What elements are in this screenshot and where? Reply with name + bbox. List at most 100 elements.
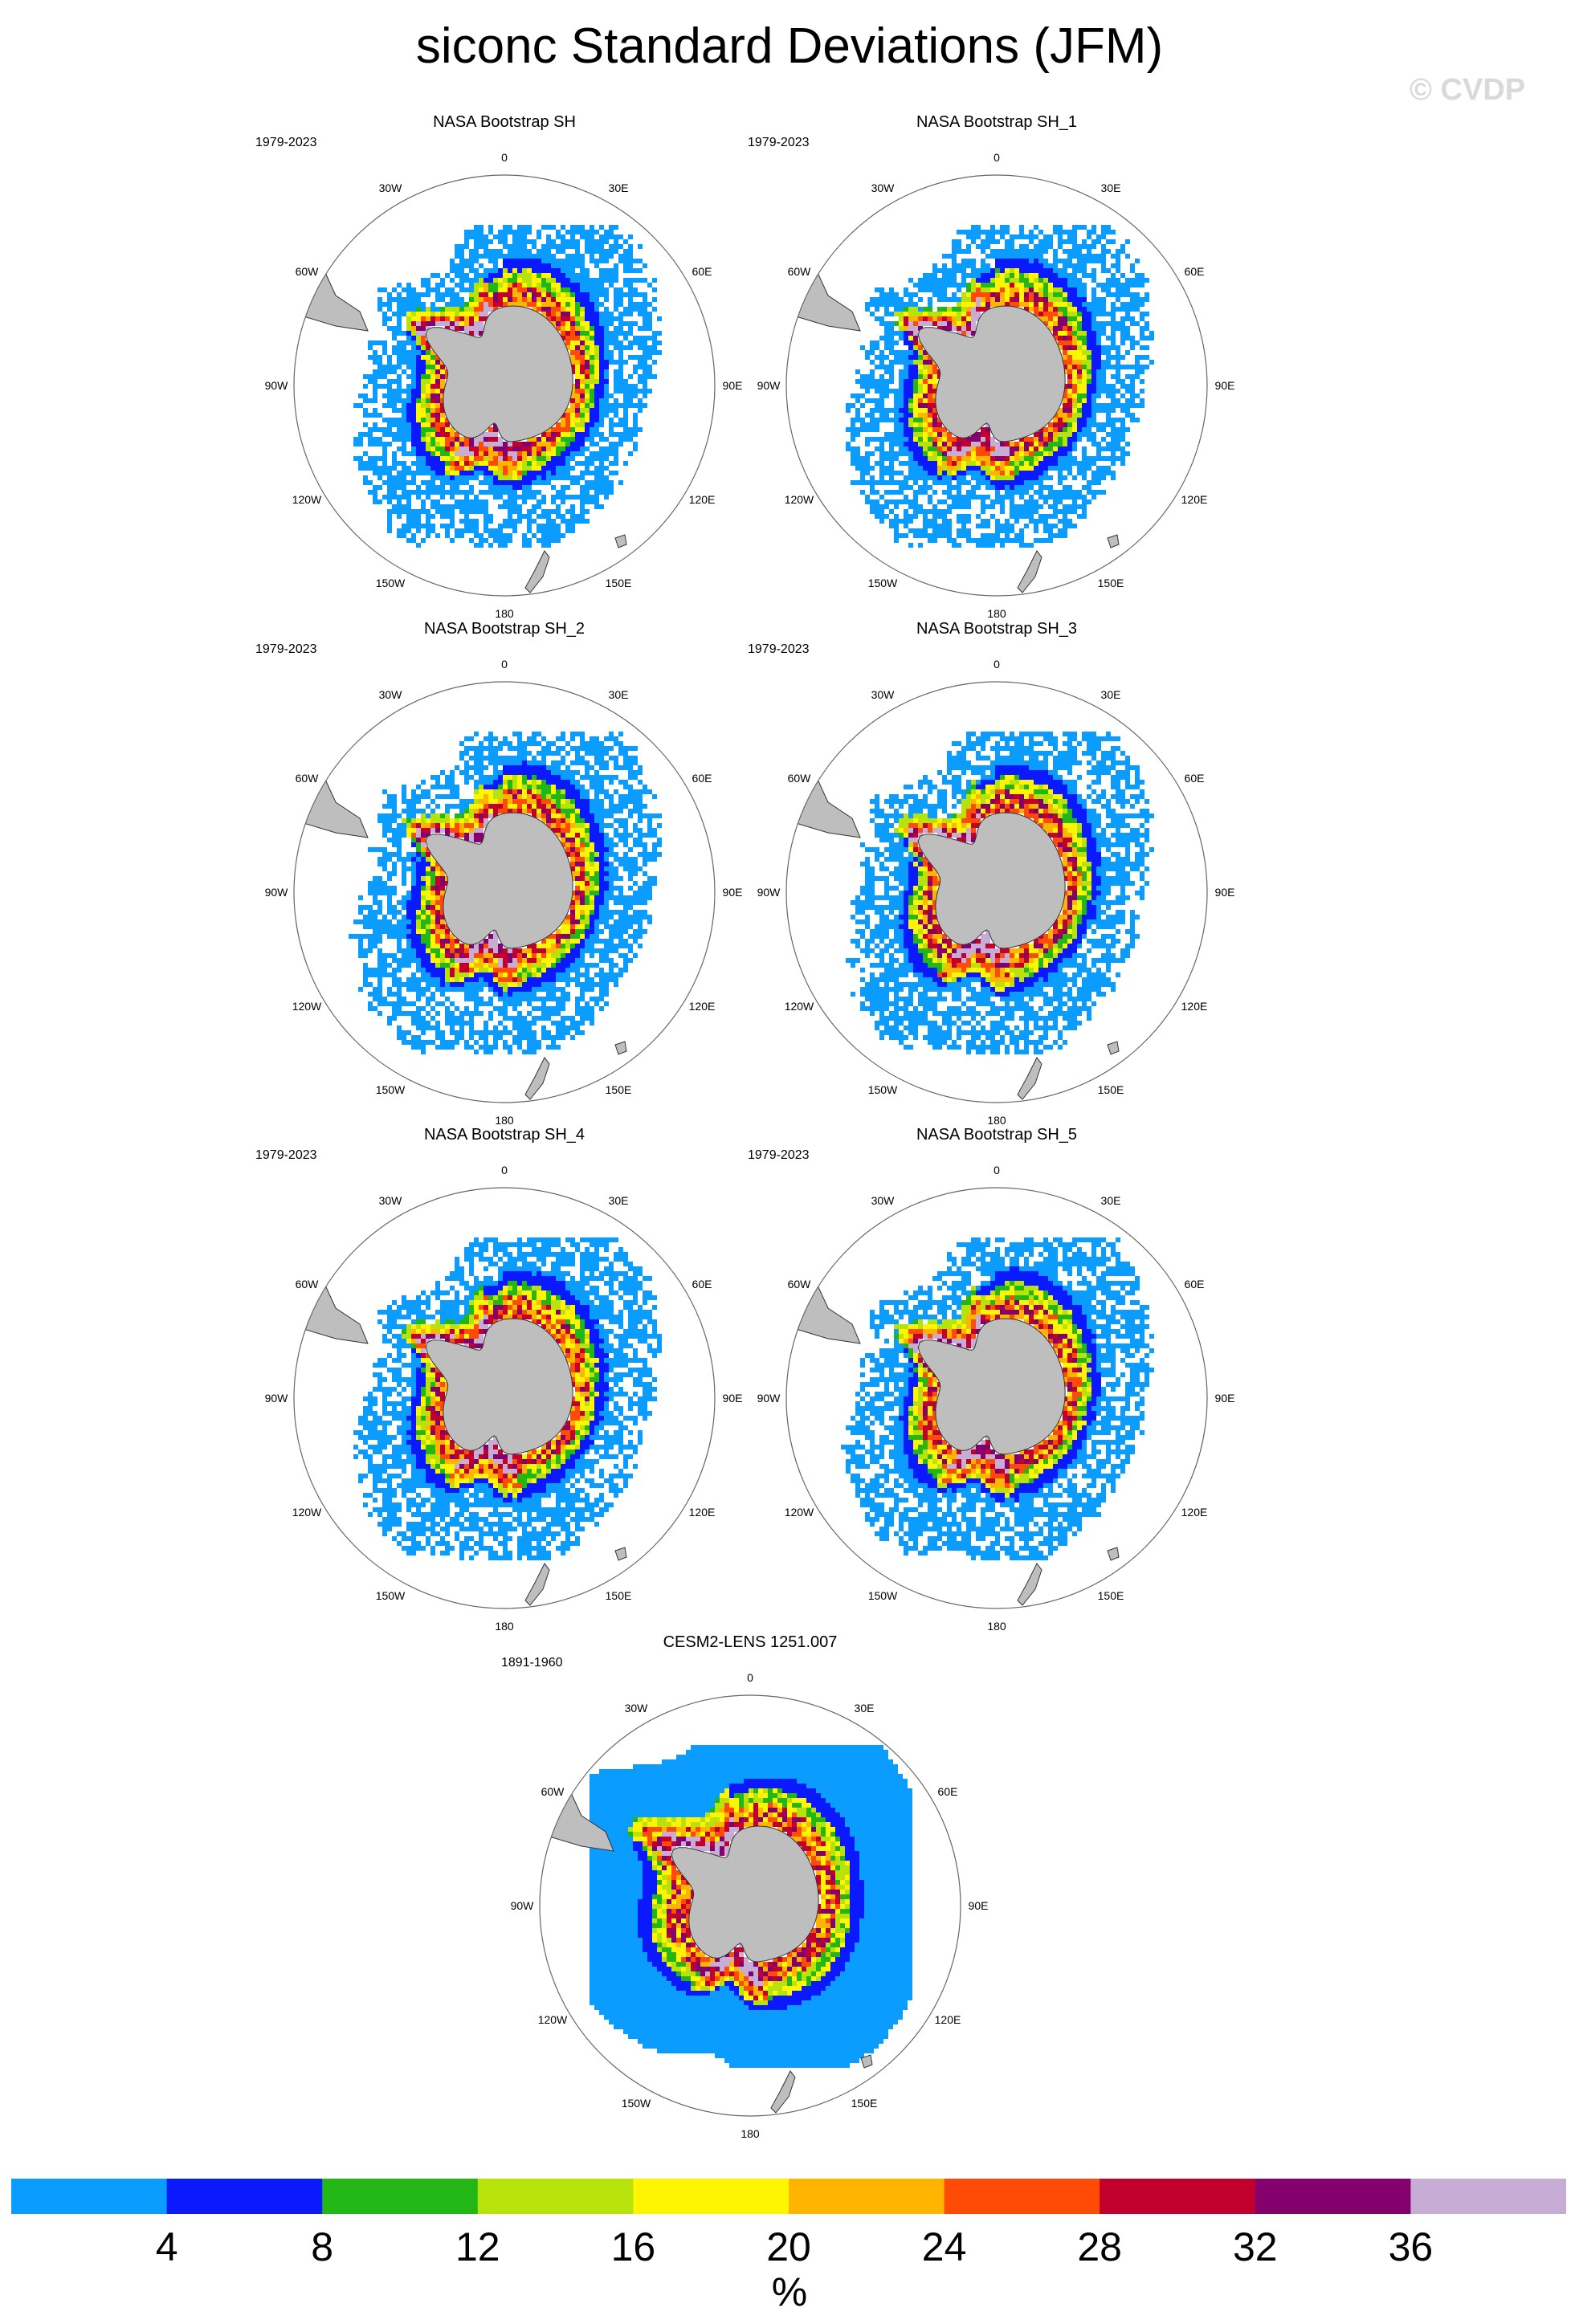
antarctica-landmass — [425, 1318, 573, 1455]
longitude-label: 90W — [757, 886, 781, 899]
sea-ice-field — [590, 1745, 912, 2068]
longitude-label: 180 — [987, 607, 1006, 620]
colorbar-tick-label: 16 — [610, 2224, 656, 2269]
longitude-label: 60W — [788, 265, 812, 278]
panel-title: NASA Bootstrap SH_1 — [916, 113, 1078, 131]
longitude-label: 30W — [871, 688, 896, 701]
longitude-label: 90W — [265, 379, 289, 392]
polar-stereographic-map: 0 30E 60E 90E 120E 150E 180 150W 120W 90W 60W 30W — [265, 1164, 743, 1633]
longitude-label: 30E — [609, 181, 629, 194]
antarctica-landmass — [917, 1318, 1066, 1455]
new-zealand-landmass — [524, 1563, 550, 1606]
longitude-label: 30E — [855, 1702, 875, 1714]
longitude-label: 30E — [1101, 181, 1121, 194]
map-boundary — [293, 1187, 716, 1609]
map-panel: CESM2-LENS 1251.007 1891-1960 0 30E 60E 90E 12… — [501, 1633, 999, 2140]
longitude-label: 120W — [292, 493, 322, 506]
longitude-label: 150W — [868, 1083, 898, 1096]
longitude-label: 90W — [511, 1899, 535, 1912]
longitude-label: 60E — [692, 265, 712, 278]
new-zealand-landmass — [770, 2070, 796, 2114]
longitude-label: 0 — [994, 151, 1000, 164]
longitude-label: 120E — [1181, 493, 1208, 506]
panel-title: NASA Bootstrap SH_3 — [916, 620, 1078, 638]
longitude-label: 0 — [994, 658, 1000, 671]
new-zealand-landmass — [1017, 1057, 1042, 1100]
map-panel: NASA Bootstrap SH_5 1979-2023 0 30E 60E 90E 12… — [748, 1126, 1246, 1633]
polar-stereographic-map: 0 30E 60E 90E 120E 150E 180 150W 120W 90W 60W 30W — [511, 1671, 989, 2140]
polar-stereographic-map: 0 30E 60E 90E 120E 150E 180 150W 120W 90W 60W 30W — [757, 658, 1235, 1127]
longitude-label: 120W — [785, 1506, 814, 1519]
sea-ice-field — [846, 732, 1154, 1054]
longitude-label: 120E — [935, 2013, 961, 2026]
longitude-label: 30W — [379, 1194, 403, 1207]
longitude-label: 30W — [379, 688, 403, 701]
longitude-label: 60E — [1185, 772, 1205, 785]
colorbar-tick-label: 4 — [155, 2224, 178, 2269]
longitude-label: 0 — [994, 1164, 1000, 1176]
longitude-label: 180 — [987, 1620, 1006, 1633]
map-panel: NASA Bootstrap SH_2 1979-2023 0 30E 60E 90E 12… — [255, 620, 753, 1127]
longitude-label: 0 — [501, 658, 508, 671]
colorbar-tick-label: 12 — [455, 2224, 500, 2269]
longitude-label: 60W — [541, 1785, 565, 1798]
longitude-label: 90W — [265, 1392, 289, 1405]
longitude-label: 60E — [692, 772, 712, 785]
new-zealand-landmass — [1017, 550, 1042, 593]
colorbar-tick-label: 8 — [311, 2224, 334, 2269]
longitude-label: 120W — [292, 1506, 322, 1519]
sea-ice-field — [353, 1237, 662, 1560]
longitude-label: 30W — [379, 181, 403, 194]
watermark: © CVDP — [1410, 73, 1526, 107]
longitude-label: 90W — [757, 379, 781, 392]
map-boundary — [785, 681, 1208, 1103]
longitude-label: 90E — [1215, 379, 1235, 392]
panel-period: 1979-2023 — [748, 136, 810, 149]
longitude-label: 150E — [851, 2097, 878, 2110]
longitude-label: 30W — [625, 1702, 649, 1714]
longitude-label: 90E — [723, 1392, 743, 1405]
sea-ice-field — [846, 225, 1154, 548]
longitude-label: 90W — [265, 886, 289, 899]
longitude-label: 60E — [1185, 1278, 1205, 1290]
longitude-label: 150E — [1098, 1083, 1124, 1096]
panel-title: NASA Bootstrap SH_4 — [423, 1126, 585, 1144]
longitude-label: 90E — [723, 886, 743, 899]
polar-stereographic-map: 0 30E 60E 90E 120E 150E 180 150W 120W 90W 60W 30W — [265, 658, 743, 1127]
colorbar-segment — [944, 2179, 1100, 2214]
colorbar-tick-label: 28 — [1077, 2224, 1122, 2269]
page-title: siconc Standard Deviations (JFM) — [415, 18, 1164, 74]
longitude-label: 90E — [1215, 886, 1235, 899]
longitude-label: 30E — [1101, 688, 1121, 701]
colorbar-segment — [1255, 2179, 1411, 2214]
longitude-label: 120W — [292, 1000, 322, 1013]
new-zealand-landmass — [524, 1057, 550, 1100]
longitude-label: 120W — [538, 2013, 568, 2026]
longitude-label: 30W — [871, 181, 896, 194]
longitude-label: 0 — [501, 151, 508, 164]
longitude-label: 150W — [376, 1083, 406, 1096]
antarctica-landmass — [425, 812, 573, 949]
map-boundary — [539, 1694, 961, 2117]
colorbar-segment — [1410, 2179, 1566, 2214]
longitude-label: 60W — [788, 772, 812, 785]
panel-title: NASA Bootstrap SH_5 — [916, 1126, 1078, 1144]
map-boundary — [785, 174, 1208, 597]
panel-title: CESM2-LENS 1251.007 — [663, 1633, 838, 1651]
panel-period: 1979-2023 — [255, 136, 317, 149]
longitude-label: 180 — [987, 1114, 1006, 1127]
colorbar-segment — [477, 2179, 634, 2214]
colorbar-tick-label: 36 — [1388, 2224, 1434, 2269]
map-panel: NASA Bootstrap SH_4 1979-2023 0 30E 60E 90E 12… — [255, 1126, 753, 1633]
panel-period: 1979-2023 — [255, 1148, 317, 1162]
longitude-label: 120E — [689, 1000, 716, 1013]
longitude-label: 60W — [296, 772, 320, 785]
longitude-label: 60W — [296, 1278, 320, 1290]
longitude-label: 90E — [723, 379, 743, 392]
longitude-label: 60W — [296, 265, 320, 278]
panel-period: 1891-1960 — [501, 1656, 563, 1670]
colorbar-segment — [1100, 2179, 1256, 2214]
new-zealand-landmass — [524, 550, 550, 593]
polar-stereographic-map: 0 30E 60E 90E 120E 150E 180 150W 120W 90W 60W 30W — [757, 1164, 1235, 1633]
longitude-label: 180 — [495, 607, 514, 620]
